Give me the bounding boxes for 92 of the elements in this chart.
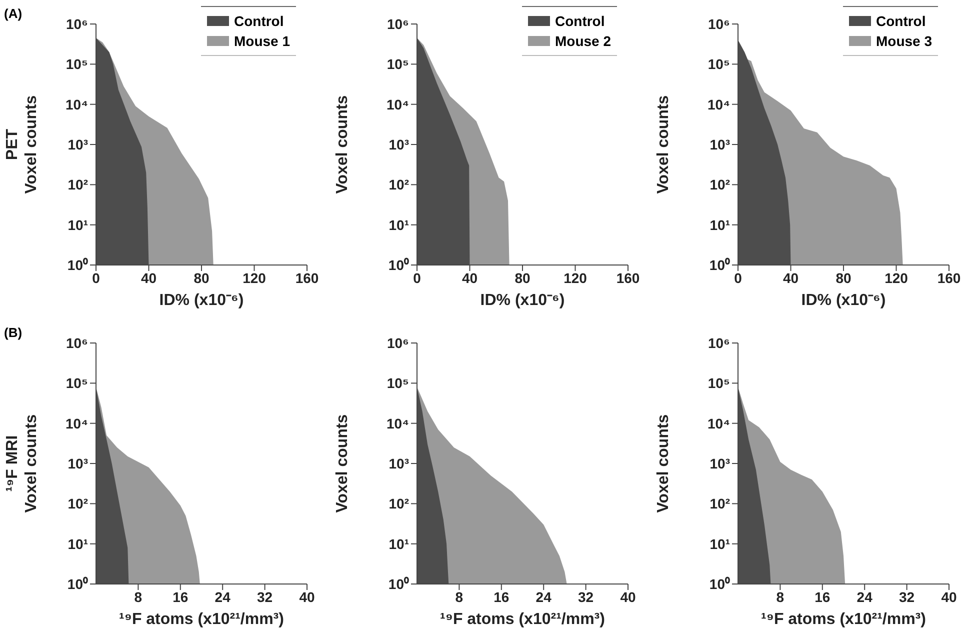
x-tick-label: 32 xyxy=(257,588,273,605)
y-tick-label: 10⁴ xyxy=(708,415,730,432)
y-tick-label: 10⁴ xyxy=(386,96,410,112)
x-axis-title: ID% (x10⁻⁶) xyxy=(801,292,886,309)
y-tick-label: 10⁰ xyxy=(388,576,409,592)
x-tick-label: 8 xyxy=(134,588,142,605)
legend-label: Mouse 1 xyxy=(234,32,290,51)
y-tick-label: 10⁴ xyxy=(386,415,410,432)
text: (A) xyxy=(4,6,22,21)
x-tick-label: 80 xyxy=(836,270,852,286)
y-tick-label: 10⁰ xyxy=(709,576,730,592)
x-tick-label: 160 xyxy=(937,270,961,286)
y-tick-label: 10³ xyxy=(388,455,410,472)
x-tick-label: 40 xyxy=(941,588,957,605)
y-tick-label: 10⁶ xyxy=(386,16,409,32)
x-axis-title: ¹⁹F atoms (x10²¹/mm³) xyxy=(761,611,926,628)
y-tick-label: 10³ xyxy=(68,455,88,472)
x-tick-label: 120 xyxy=(564,270,588,286)
x-tick-label: 8 xyxy=(455,588,464,605)
y-tick-label: 10⁰ xyxy=(67,256,88,273)
x-tick-label: 8 xyxy=(776,588,784,605)
x-tick-label: 40 xyxy=(462,270,478,286)
y-tick-label: 10⁰ xyxy=(388,256,409,273)
y-tick-label: 10³ xyxy=(710,455,730,472)
x-tick-label: 40 xyxy=(782,270,799,286)
y-tick-label: 10⁵ xyxy=(708,56,730,72)
y-axis-title: Voxel counts xyxy=(334,414,351,513)
y-tick-label: 10² xyxy=(388,176,410,193)
legend-label: Mouse 3 xyxy=(876,32,932,51)
x-tick-label: 160 xyxy=(295,270,319,286)
x-axis-title: ID% (x10⁻⁶) xyxy=(159,292,244,309)
y-tick-label: 10⁵ xyxy=(386,375,409,392)
x-tick-label: 160 xyxy=(616,270,640,286)
x-tick-label: 80 xyxy=(194,270,210,286)
y-tick-label: 10¹ xyxy=(710,536,730,552)
legend-label: Control xyxy=(234,12,284,31)
y-tick-label: 10² xyxy=(710,176,730,193)
y-axis-title: PET Voxel counts xyxy=(4,95,40,194)
y-axis-title: ¹⁹F MRI Voxel counts xyxy=(4,414,40,513)
legend-label: Control xyxy=(554,12,605,31)
y-tick-label: 10⁰ xyxy=(67,576,88,592)
x-axis-title: ¹⁹F atoms (x10²¹/mm³) xyxy=(119,611,284,628)
x-tick-label: 16 xyxy=(172,588,188,605)
x-tick-label: 40 xyxy=(140,270,157,286)
y-tick-label: 10⁶ xyxy=(386,334,409,351)
y-tick-label: 10⁴ xyxy=(708,96,730,112)
y-tick-label: 10⁵ xyxy=(66,56,88,72)
x-tick-label: 40 xyxy=(299,588,315,605)
x-tick-label: 24 xyxy=(536,588,552,605)
y-axis-title: Voxel counts xyxy=(655,95,672,194)
x-tick-label: 0 xyxy=(734,270,742,286)
x-tick-label: 24 xyxy=(856,588,873,605)
y-tick-label: 10² xyxy=(68,496,88,512)
y-tick-label: 10⁴ xyxy=(66,415,88,432)
x-tick-label: 16 xyxy=(494,588,510,605)
y-tick-label: 10¹ xyxy=(68,536,88,552)
x-tick-label: 32 xyxy=(578,588,594,605)
y-tick-label: 10⁶ xyxy=(708,16,730,32)
y-tick-label: 10⁵ xyxy=(708,375,730,392)
x-tick-label: 40 xyxy=(620,588,636,605)
y-tick-label: 10⁵ xyxy=(386,56,409,72)
y-axis-title: Voxel counts xyxy=(334,95,351,194)
y-tick-label: 10⁰ xyxy=(709,256,730,273)
y-tick-label: 10⁶ xyxy=(66,334,88,351)
x-tick-label: 32 xyxy=(899,588,915,605)
x-tick-label: 16 xyxy=(814,588,830,605)
y-tick-label: 10² xyxy=(710,496,730,512)
x-tick-label: 0 xyxy=(92,270,100,286)
y-tick-label: 10³ xyxy=(388,136,410,152)
y-tick-label: 10¹ xyxy=(710,216,730,233)
y-tick-label: 10⁴ xyxy=(66,96,88,112)
legend-label: Mouse 2 xyxy=(554,32,611,51)
y-tick-label: 10⁵ xyxy=(66,375,88,392)
y-tick-label: 10³ xyxy=(68,136,88,152)
y-tick-label: 10¹ xyxy=(388,536,410,552)
y-tick-label: 10¹ xyxy=(388,216,410,233)
y-tick-label: 10³ xyxy=(710,136,730,152)
y-axis-title: Voxel counts xyxy=(655,414,672,513)
x-axis-title: ID% (x10⁻⁶) xyxy=(480,292,565,309)
x-tick-label: 24 xyxy=(214,588,231,605)
x-tick-label: 120 xyxy=(242,270,266,286)
x-axis-title: ¹⁹F atoms (x10²¹/mm³) xyxy=(440,611,605,628)
text: (B) xyxy=(4,325,22,340)
legend-label: Control xyxy=(876,12,926,31)
x-tick-label: 0 xyxy=(413,270,422,286)
y-tick-label: 10² xyxy=(68,176,88,193)
x-tick-label: 120 xyxy=(884,270,908,286)
x-tick-label: 80 xyxy=(514,270,530,286)
y-tick-label: 10⁶ xyxy=(66,16,88,32)
y-tick-label: 10² xyxy=(388,496,410,512)
y-tick-label: 10¹ xyxy=(68,216,88,233)
y-tick-label: 10⁶ xyxy=(708,334,730,351)
